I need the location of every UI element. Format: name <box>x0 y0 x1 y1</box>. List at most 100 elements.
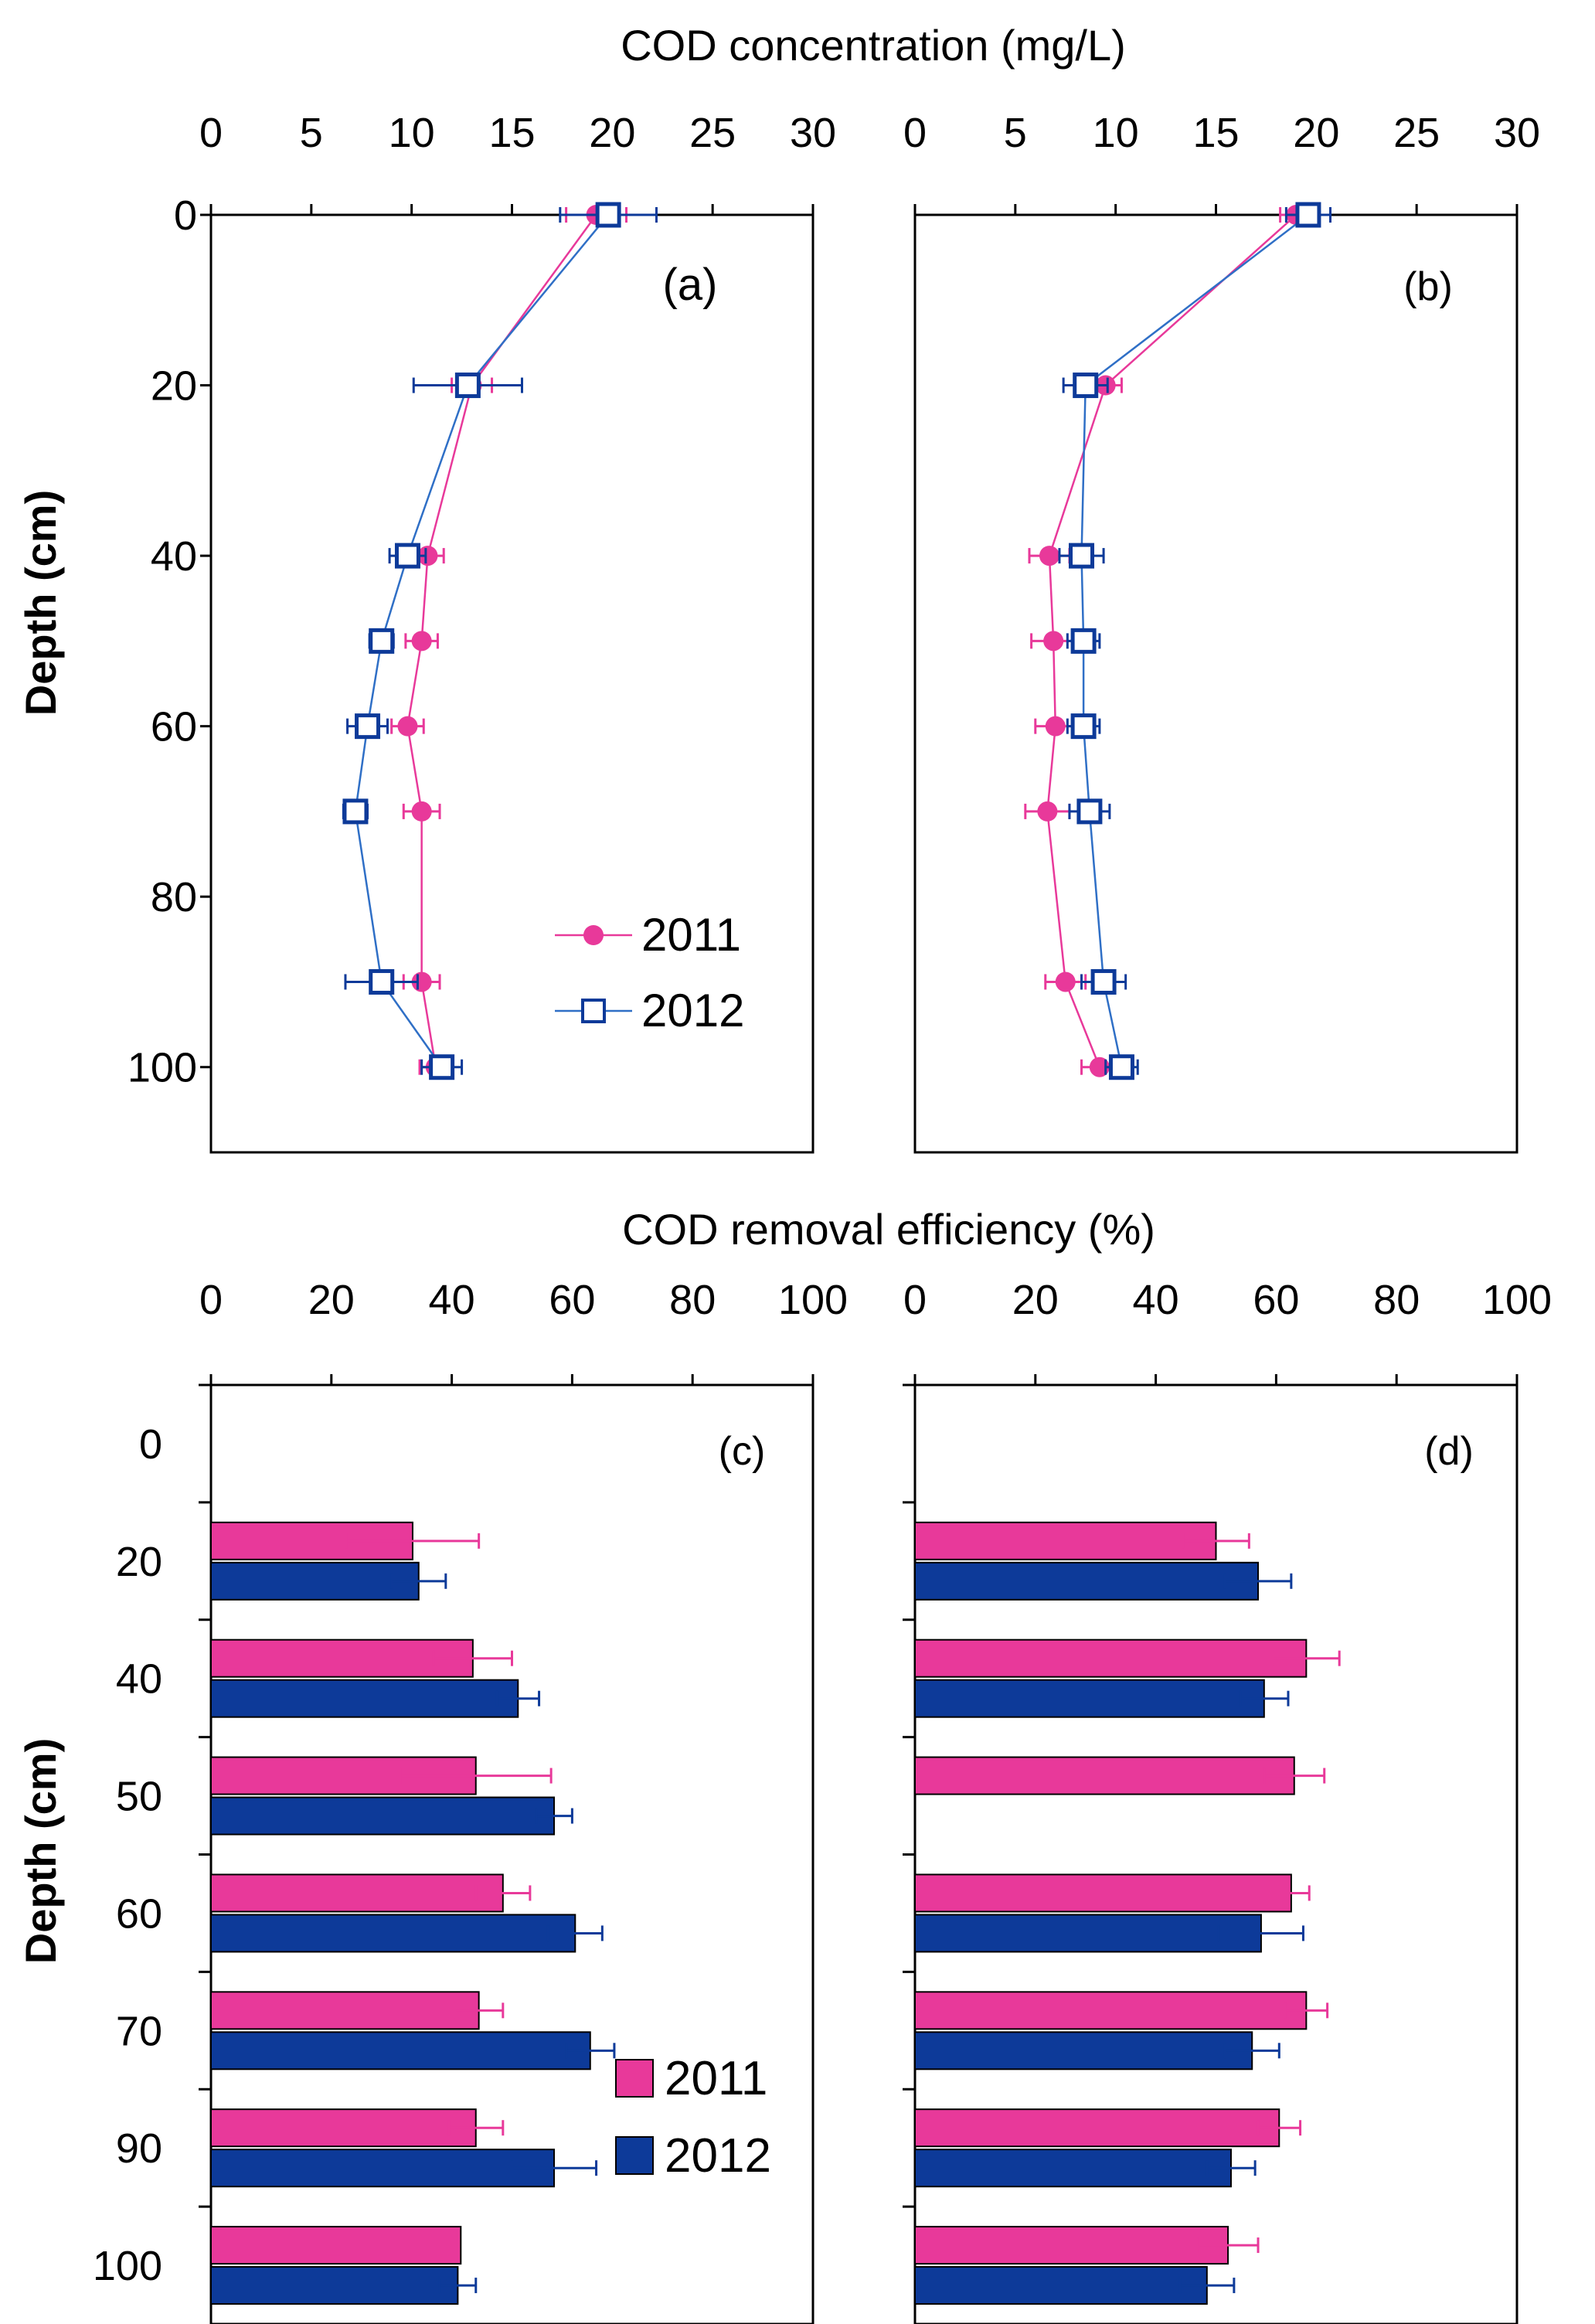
panel-c-label: (c) <box>719 1429 766 1474</box>
x-tick-label-c: 80 <box>669 1277 716 1323</box>
panel-b-label: (b) <box>1403 264 1453 309</box>
data-point-2012 <box>454 373 481 399</box>
data-point-2012 <box>1090 968 1117 995</box>
panel-c-ylabel: Depth (cm) <box>16 1738 65 1964</box>
panel-b: (b) <box>913 213 1518 1154</box>
data-point-2011 <box>397 716 418 737</box>
data-point-2011 <box>1037 801 1058 822</box>
x-tick-label-a: 25 <box>689 110 736 156</box>
x-tick-label-c: 100 <box>778 1277 848 1323</box>
bottom-axis-title: COD removal efficiency (%) <box>622 1205 1155 1254</box>
legend-swatch-2011 <box>615 2059 654 2098</box>
bar-2012-20 <box>210 1561 420 1601</box>
y-tick-label-a: 60 <box>151 704 197 750</box>
bar-2012-50 <box>210 1796 556 1836</box>
x-tick-label-d: 40 <box>1133 1277 1179 1323</box>
bar-2011-90 <box>914 2108 1280 2148</box>
bar-2011-100 <box>914 2226 1229 2265</box>
x-tick-label-b: 10 <box>1093 110 1139 156</box>
data-point-2011 <box>1039 546 1059 567</box>
data-point-2011 <box>1045 716 1066 737</box>
panel-b-frame <box>913 213 1518 1154</box>
bar-2011-70 <box>210 1991 480 2030</box>
x-tick-label-b: 30 <box>1494 110 1540 156</box>
x-tick-label-a: 30 <box>790 110 836 156</box>
bar-2012-100 <box>914 2266 1208 2305</box>
x-tick-label-d: 60 <box>1253 1277 1299 1323</box>
x-tick-label-b: 25 <box>1393 110 1440 156</box>
y-tick-label-a: 20 <box>151 363 197 410</box>
data-point-2012 <box>342 798 369 825</box>
data-point-2011 <box>1043 631 1064 652</box>
x-tick-label-c: 20 <box>308 1277 355 1323</box>
y-tick-label-c: 40 <box>116 1656 162 1703</box>
series-line-2011-b <box>1046 214 1297 1068</box>
bar-2012-60 <box>210 1914 576 1953</box>
legend-swatch-2012 <box>615 2136 654 2175</box>
panel-a-ylabel: Depth (cm) <box>16 490 65 716</box>
y-tick-label-a: 100 <box>128 1045 197 1091</box>
data-point-2012 <box>394 543 420 569</box>
data-point-2012 <box>369 968 395 995</box>
bar-2011-40 <box>914 1638 1308 1678</box>
legend-label-2011: 2011 <box>641 909 741 961</box>
x-tick-label-b: 15 <box>1192 110 1239 156</box>
top-axis-title: COD concentration (mg/L) <box>621 21 1126 70</box>
data-point-2012 <box>355 713 381 740</box>
x-tick-label-c: 0 <box>199 1277 223 1323</box>
legend-marker-2012 <box>581 999 606 1023</box>
panel-d-label: (d) <box>1424 1429 1474 1474</box>
y-tick-label-c: 20 <box>116 1539 162 1585</box>
y-tick-label-c: 60 <box>116 1890 162 1937</box>
data-point-2012 <box>1070 628 1097 654</box>
y-tick-label-c: 50 <box>116 1774 162 1820</box>
chart-marks: 0 5 10 15 20 25 30 0 20 40 60 80 100 0 5 10 15 20 25 30 0 20 4… <box>93 110 1552 2305</box>
series-line-2012-b <box>1080 214 1309 1067</box>
data-point-2012 <box>1069 543 1095 569</box>
legend-marker-2011 <box>583 925 604 945</box>
y-tick-label-a: 0 <box>174 192 197 239</box>
legend-label-2012: 2012 <box>665 2129 771 2183</box>
panel-a-label: (a) <box>663 260 718 310</box>
bar-2011-90 <box>210 2108 477 2148</box>
x-tick-label-d: 100 <box>1482 1277 1552 1323</box>
y-tick-label-c: 100 <box>93 2243 162 2289</box>
bar-2011-70 <box>914 1991 1308 2030</box>
x-tick-label-d: 20 <box>1012 1277 1059 1323</box>
x-tick-label-a: 20 <box>589 110 635 156</box>
bar-2012-40 <box>914 1679 1265 1718</box>
data-point-2012 <box>595 202 621 228</box>
bar-2012-40 <box>210 1679 519 1718</box>
y-tick-label-a: 80 <box>151 874 197 920</box>
series-line-2012-a <box>354 214 610 1068</box>
x-tick-label-a: 15 <box>488 110 535 156</box>
data-point-2012 <box>1295 202 1321 228</box>
data-point-2012 <box>1108 1054 1134 1080</box>
bar-2012-70 <box>210 2031 591 2071</box>
x-tick-label-a: 0 <box>199 110 223 156</box>
bar-2012-90 <box>210 2149 556 2188</box>
x-tick-label-b: 5 <box>1004 110 1027 156</box>
bar-2011-60 <box>914 1873 1292 1913</box>
data-point-2012 <box>369 628 395 654</box>
data-point-2011 <box>411 801 432 822</box>
x-tick-label-c: 60 <box>549 1277 595 1323</box>
series-line-2011-a <box>406 214 597 1067</box>
bar-2012-70 <box>914 2031 1253 2071</box>
x-tick-label-a: 5 <box>300 110 323 156</box>
data-point-2012 <box>1076 798 1103 825</box>
data-point-2012 <box>429 1054 455 1080</box>
y-tick-label-c: 0 <box>139 1421 162 1468</box>
bar-2012-100 <box>210 2266 459 2305</box>
x-tick-label-b: 0 <box>903 110 927 156</box>
x-tick-label-b: 20 <box>1293 110 1339 156</box>
data-point-2011 <box>411 631 432 652</box>
data-point-2012 <box>1070 713 1097 740</box>
bar-2011-50 <box>914 1756 1295 1795</box>
legend-label-2012: 2012 <box>641 985 744 1036</box>
legend-label-2011: 2011 <box>665 2052 767 2105</box>
data-point-2011 <box>417 546 438 567</box>
panel-c: (c) Depth (cm) <box>16 1383 815 2324</box>
y-tick-label-a: 40 <box>151 533 197 580</box>
bar-2012-60 <box>914 1914 1262 1953</box>
